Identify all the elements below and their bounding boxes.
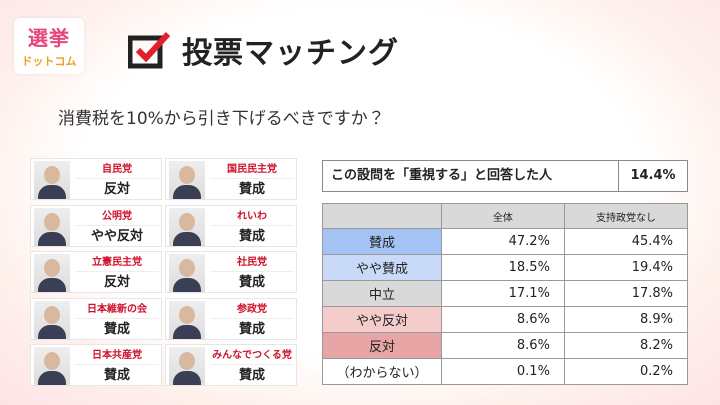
value-cell: 8.9% — [563, 306, 689, 333]
party-stance: 賛成 — [238, 228, 265, 244]
party-card: 国民民主党 賛成 — [165, 158, 297, 200]
party-name: 自民党 — [75, 161, 159, 179]
summary-value: 14.4% — [630, 168, 676, 183]
party-name: みんなでつくる党 — [210, 347, 294, 365]
portrait — [34, 347, 70, 385]
party-card: 立憲民主党 反対 — [30, 251, 162, 293]
table-row: やや賛成 18.5% 19.4% — [322, 254, 689, 281]
value-cell: 45.4% — [563, 228, 689, 255]
party-name: 日本共産党 — [75, 347, 159, 365]
portrait — [169, 207, 205, 246]
party-card: 公明党 やや反対 — [30, 204, 162, 247]
logo-top: 選挙 — [28, 26, 70, 50]
party-name: れいわ — [210, 208, 294, 226]
row-label: （わからない） — [322, 358, 442, 385]
value-cell: 17.1% — [440, 280, 565, 307]
portrait — [34, 207, 70, 246]
brand: 投票マッチング — [128, 28, 399, 72]
table-row: やや反対 8.6% 8.9% — [322, 306, 689, 333]
value-cell: 8.2% — [563, 332, 689, 359]
question: 消費税を10%から引き下げるべきですか？ — [58, 109, 385, 129]
value-cell: 8.6% — [440, 306, 565, 333]
party-stance: 反対 — [103, 182, 130, 197]
party-stance: 賛成 — [103, 321, 130, 337]
portrait — [169, 300, 205, 339]
value-cell: 8.6% — [440, 332, 565, 359]
row-label: 賛成 — [322, 228, 442, 255]
table-row: 賛成 47.2% 45.4% — [322, 228, 689, 255]
portrait — [34, 300, 70, 339]
row-label: 反対 — [322, 332, 442, 359]
value-cell: 47.2% — [440, 228, 565, 255]
party-card: 日本維新の会 賛成 — [30, 297, 162, 340]
party-card: れいわ 賛成 — [165, 204, 297, 247]
brand-icon — [128, 31, 171, 69]
party-stance: 反対 — [103, 275, 130, 290]
party-card: 自民党 反対 — [30, 158, 162, 200]
party-stance: 賛成 — [238, 368, 265, 383]
summary-label: この設問を「重視する」と回答した人 — [323, 161, 619, 191]
party-name: 公明党 — [75, 208, 159, 226]
portrait — [169, 161, 205, 199]
table-row: 中立 17.1% 17.8% — [322, 280, 689, 307]
party-name: 国民民主党 — [210, 161, 294, 179]
row-label: やや反対 — [322, 306, 442, 333]
party-card: 日本共産党 賛成 — [30, 344, 162, 386]
party-name: 立憲民主党 — [75, 254, 159, 272]
party-stance: 賛成 — [103, 368, 130, 383]
table-row: （わからない） 0.1% 0.2% — [322, 358, 689, 385]
value-cell: 19.4% — [563, 254, 689, 281]
party-card: 社民党 賛成 — [165, 251, 297, 293]
header-row: 全体 支持政党なし — [322, 203, 689, 229]
party-name: 日本維新の会 — [75, 301, 159, 319]
portrait — [34, 161, 70, 199]
party-name: 参政党 — [210, 301, 294, 319]
summary-box: この設問を「重視する」と回答した人 14.4% — [322, 160, 688, 192]
table-row: 反対 8.6% 8.2% — [322, 332, 689, 359]
header-cell: 全体 — [440, 203, 565, 229]
party-name: 社民党 — [210, 254, 294, 272]
header-cell — [322, 203, 442, 229]
row-label: 中立 — [322, 280, 442, 307]
row-label: やや賛成 — [322, 254, 442, 281]
party-card: 参政党 賛成 — [165, 297, 297, 340]
portrait — [34, 254, 70, 292]
logo-bottom: ドットコム — [21, 55, 77, 68]
party-stance: 賛成 — [238, 321, 265, 337]
value-cell: 17.8% — [563, 280, 689, 307]
site-logo: 選挙 ドットコム — [14, 18, 84, 74]
header-cell: 支持政党なし — [563, 203, 689, 229]
party-card: みんなでつくる党 賛成 — [165, 344, 297, 386]
party-stance: やや反対 — [90, 228, 143, 244]
portrait — [169, 347, 205, 385]
brand-title: 投票マッチング — [182, 36, 399, 71]
value-cell: 0.2% — [563, 358, 689, 385]
portrait — [169, 254, 205, 292]
value-cell: 18.5% — [440, 254, 565, 281]
value-cell: 0.1% — [440, 358, 565, 385]
party-stance: 賛成 — [238, 275, 265, 290]
party-stance: 賛成 — [238, 182, 265, 197]
result-table: 全体 支持政党なし 賛成 47.2% 45.4% やや賛成 18.5% 19.4% 中立 17.1… — [322, 203, 689, 385]
